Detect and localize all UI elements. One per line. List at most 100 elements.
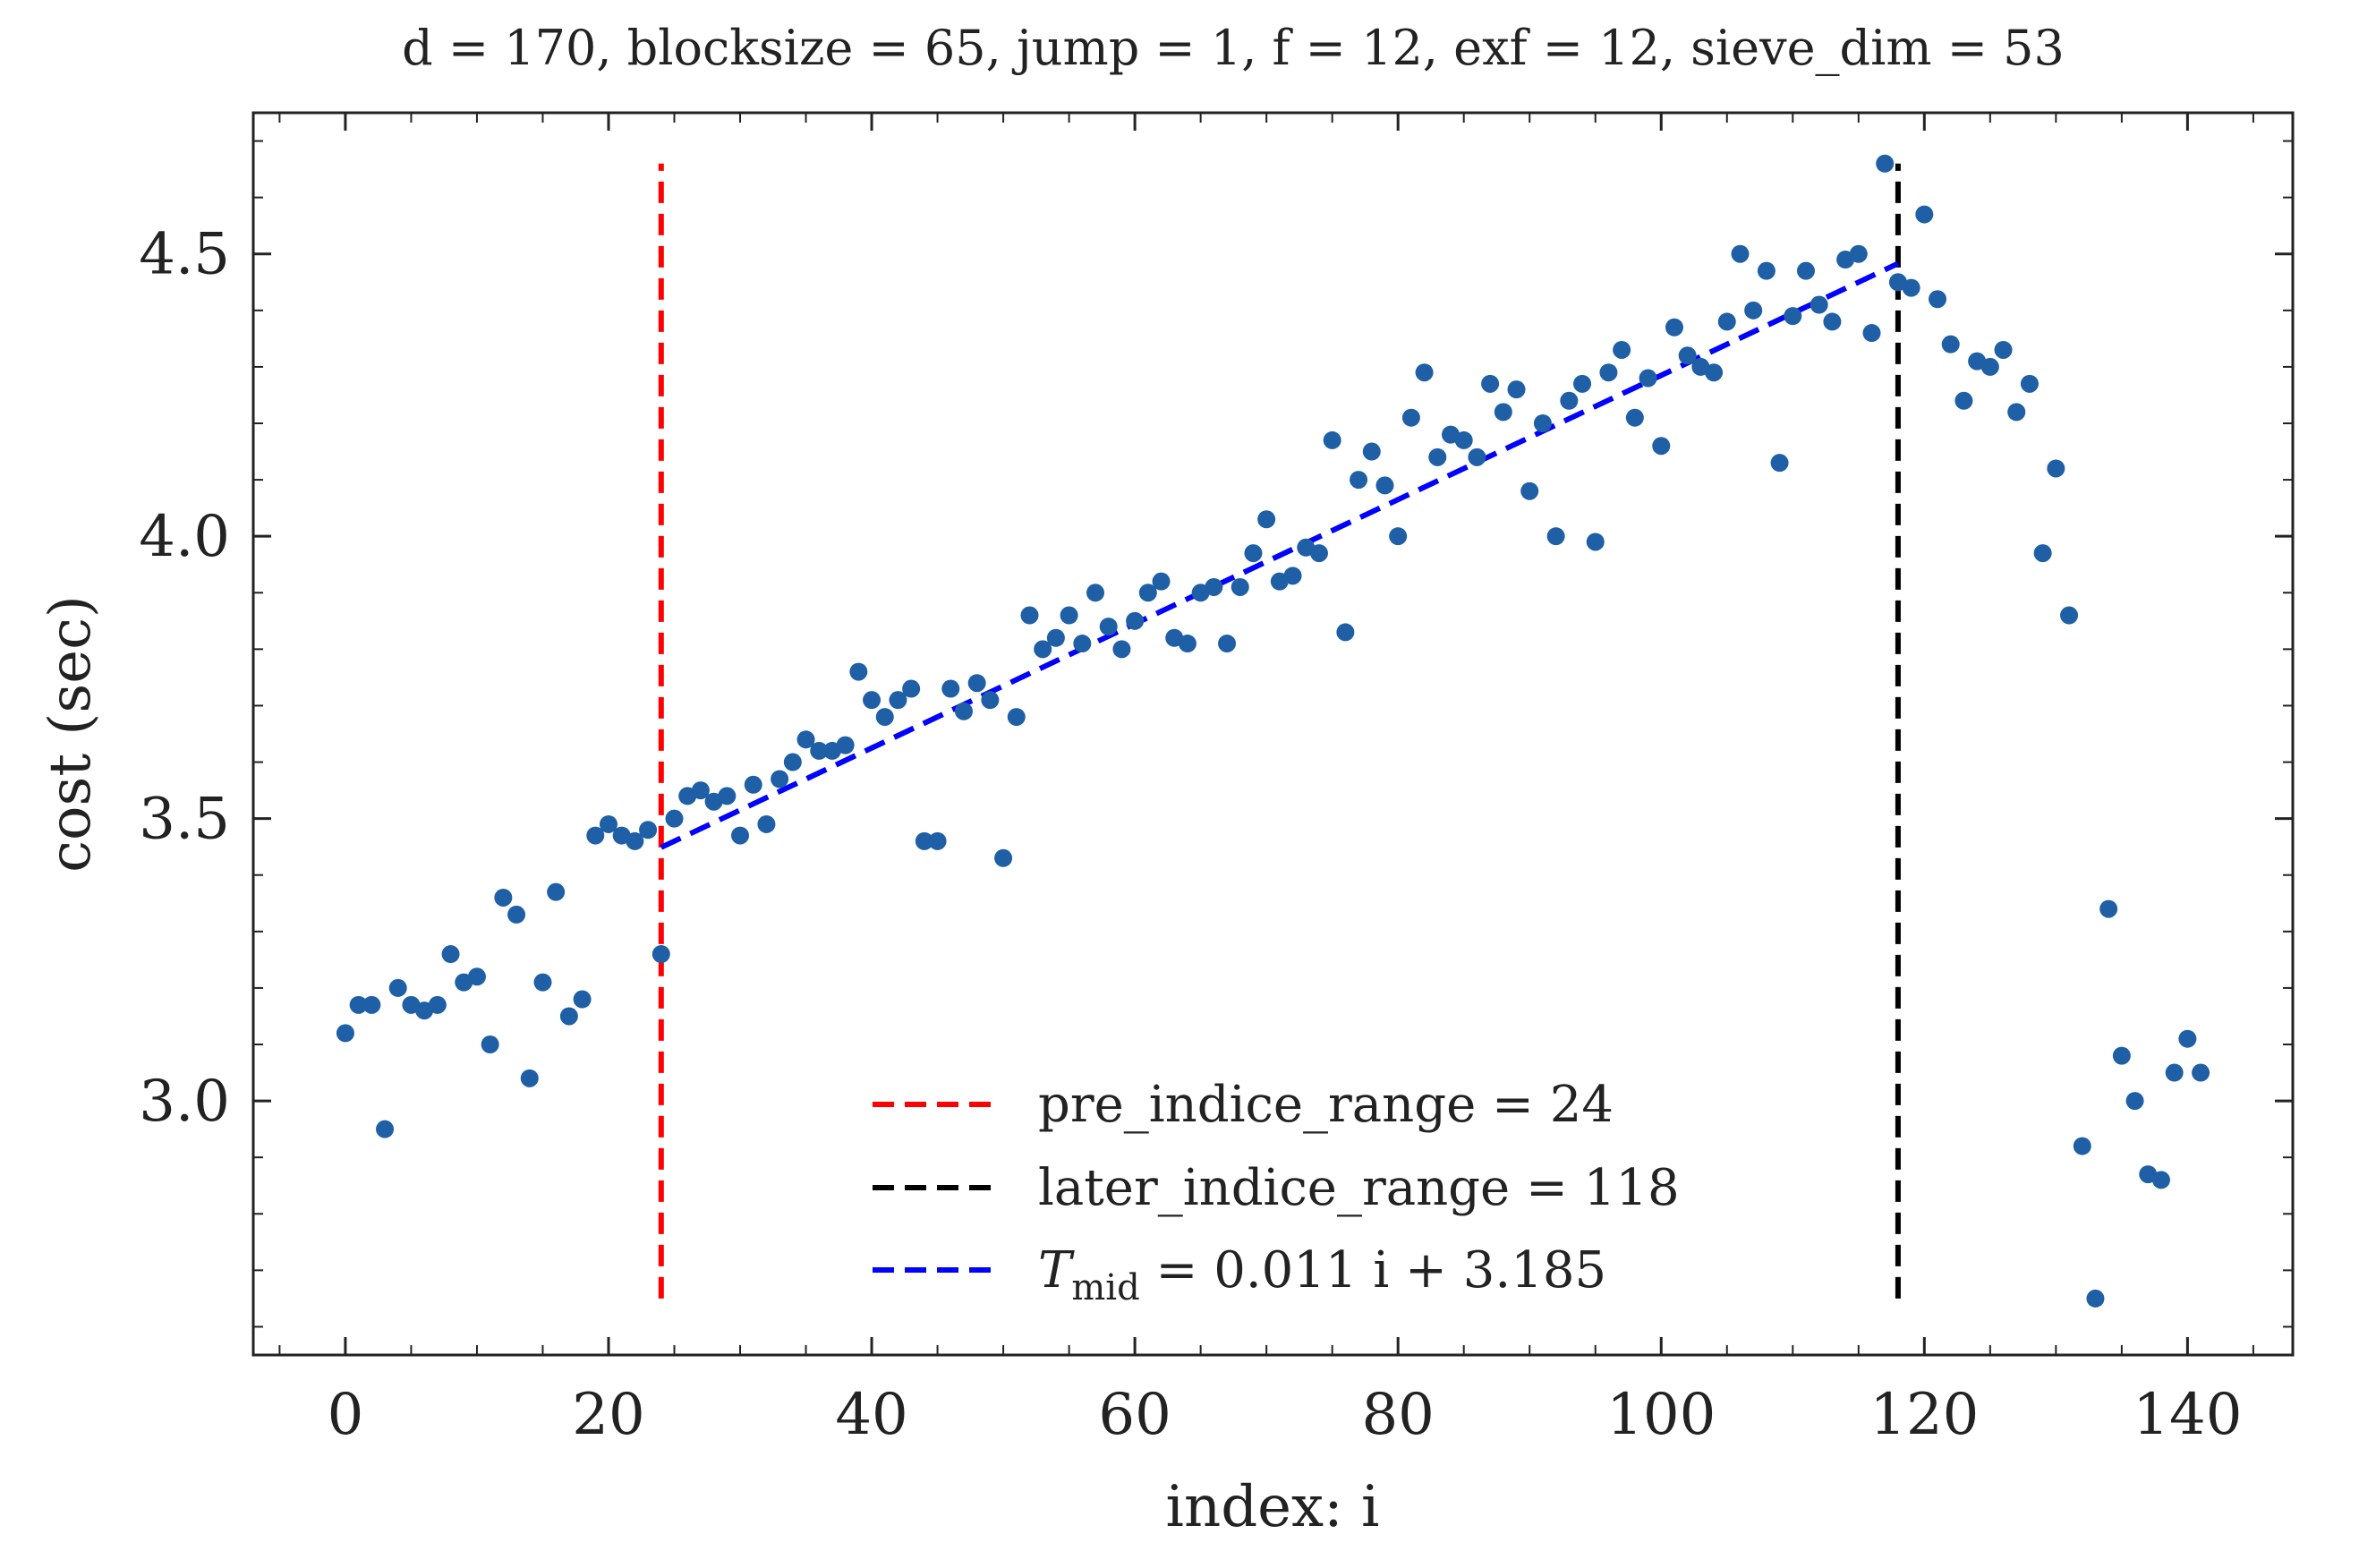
y-tick-label: 3.5 [139,787,230,853]
legend-label-pre-indice: pre_indice_range = 24 [1038,1076,1614,1134]
scatter-point [1428,447,1447,466]
scatter-point [757,814,776,833]
scatter-point [771,770,789,788]
scatter-point [467,967,486,986]
scatter-point [2073,1137,2091,1155]
scatter-point [1599,363,1618,382]
scatter-point [1915,205,1934,224]
scatter-point [889,691,907,710]
scatter-point [718,787,737,805]
legend: pre_indice_range = 24 later_indice_range… [873,1076,1680,1308]
scatter-point [1309,544,1328,563]
scatter-point [1717,312,1736,331]
scatter-point [1796,261,1815,280]
scatter-point [1652,437,1671,456]
scatter-point [586,826,605,845]
scatter-point [1454,430,1473,449]
scatter-points [336,154,2210,1308]
scatter-point [1046,628,1065,647]
legend-label-fit: Tmid = 0.011 i + 3.185 [1038,1241,1606,1308]
x-tick-label: 100 [1606,1382,1716,1448]
scatter-point [336,1024,354,1043]
plot-frame [251,111,2295,1357]
scatter-point [1810,295,1828,314]
scatter-point [1138,584,1157,602]
scatter-point [1178,635,1197,653]
scatter-point [1507,380,1526,399]
x-tick-label: 140 [2133,1382,2242,1448]
scatter-point [875,708,894,727]
scatter-point [362,995,381,1014]
scatter-point [494,888,513,907]
scatter-point [1941,335,1960,354]
scatter-point [2060,606,2079,625]
scatter-point [547,882,566,901]
scatter-point [1231,577,1249,596]
scatter-point [1533,414,1552,432]
x-tick-label: 0 [328,1382,364,1448]
scatter-point [2112,1046,2131,1065]
x-tick-label: 20 [572,1382,644,1448]
scatter-point [2125,1092,2144,1111]
scatter-point [744,775,762,794]
scatter-point [1073,635,1092,653]
scatter-point [1546,527,1565,546]
scatter-point [810,741,829,760]
scatter-point [573,990,592,1009]
scatter-point [836,736,855,754]
scatter-point [1902,278,1920,297]
scatter-point [1625,408,1644,427]
scatter-point [954,702,973,720]
scatter-point [2151,1171,2170,1189]
scatter-point [1954,391,1973,410]
scatter-point [428,995,447,1014]
x-tick-label: 80 [1361,1382,1434,1448]
scatter-point [1415,363,1434,382]
scatter-point [481,1035,499,1053]
axis-ticks [253,113,2293,1355]
scatter-point [2086,1289,2105,1308]
scatter-point [1283,567,1302,585]
y-tick-label: 4.0 [139,504,230,570]
x-tick-label: 60 [1098,1382,1171,1448]
scatter-point [1205,577,1223,596]
scatter-point [1520,481,1539,500]
scatter-point [1613,340,1631,359]
scatter-point [1980,357,1999,376]
scatter-point [441,945,460,964]
legend-label-later-indice: later_indice_range = 118 [1038,1159,1680,1217]
scatter-point [1257,510,1276,529]
scatter-point [1060,606,1078,625]
scatter-point [507,905,526,924]
scatter-point [1152,572,1171,591]
scatter-point [2165,1063,2184,1082]
scatter-point [1876,154,1895,173]
scatter-point [941,679,960,698]
scatter-point [1362,442,1381,461]
scatter-point [1784,307,1802,326]
scatter-point [1336,623,1355,642]
scatter-point [559,1007,578,1026]
scatter-point [1929,290,1947,309]
scatter-point [1468,447,1486,466]
scatter-point [2033,544,2052,563]
scatter-point [1350,471,1368,490]
scatter-point [1099,618,1118,636]
scatter-point [533,973,552,992]
scatter-point [1586,533,1605,551]
scatter-point [626,831,644,850]
scatter-point [376,1120,395,1138]
scatter-point [1639,369,1657,388]
scatter-point [1994,340,2013,359]
scatter-point [2192,1063,2210,1082]
scatter-point [849,662,868,681]
scatter-point [1218,635,1237,653]
scatter-point [1494,403,1512,422]
scatter-point [1034,640,1052,659]
y-tick-label: 4.5 [139,222,230,288]
scatter-point [520,1069,539,1087]
scatter-point [2047,459,2065,478]
scatter-point [796,730,815,749]
scatter-point [639,821,658,839]
scatter-point [731,826,750,845]
